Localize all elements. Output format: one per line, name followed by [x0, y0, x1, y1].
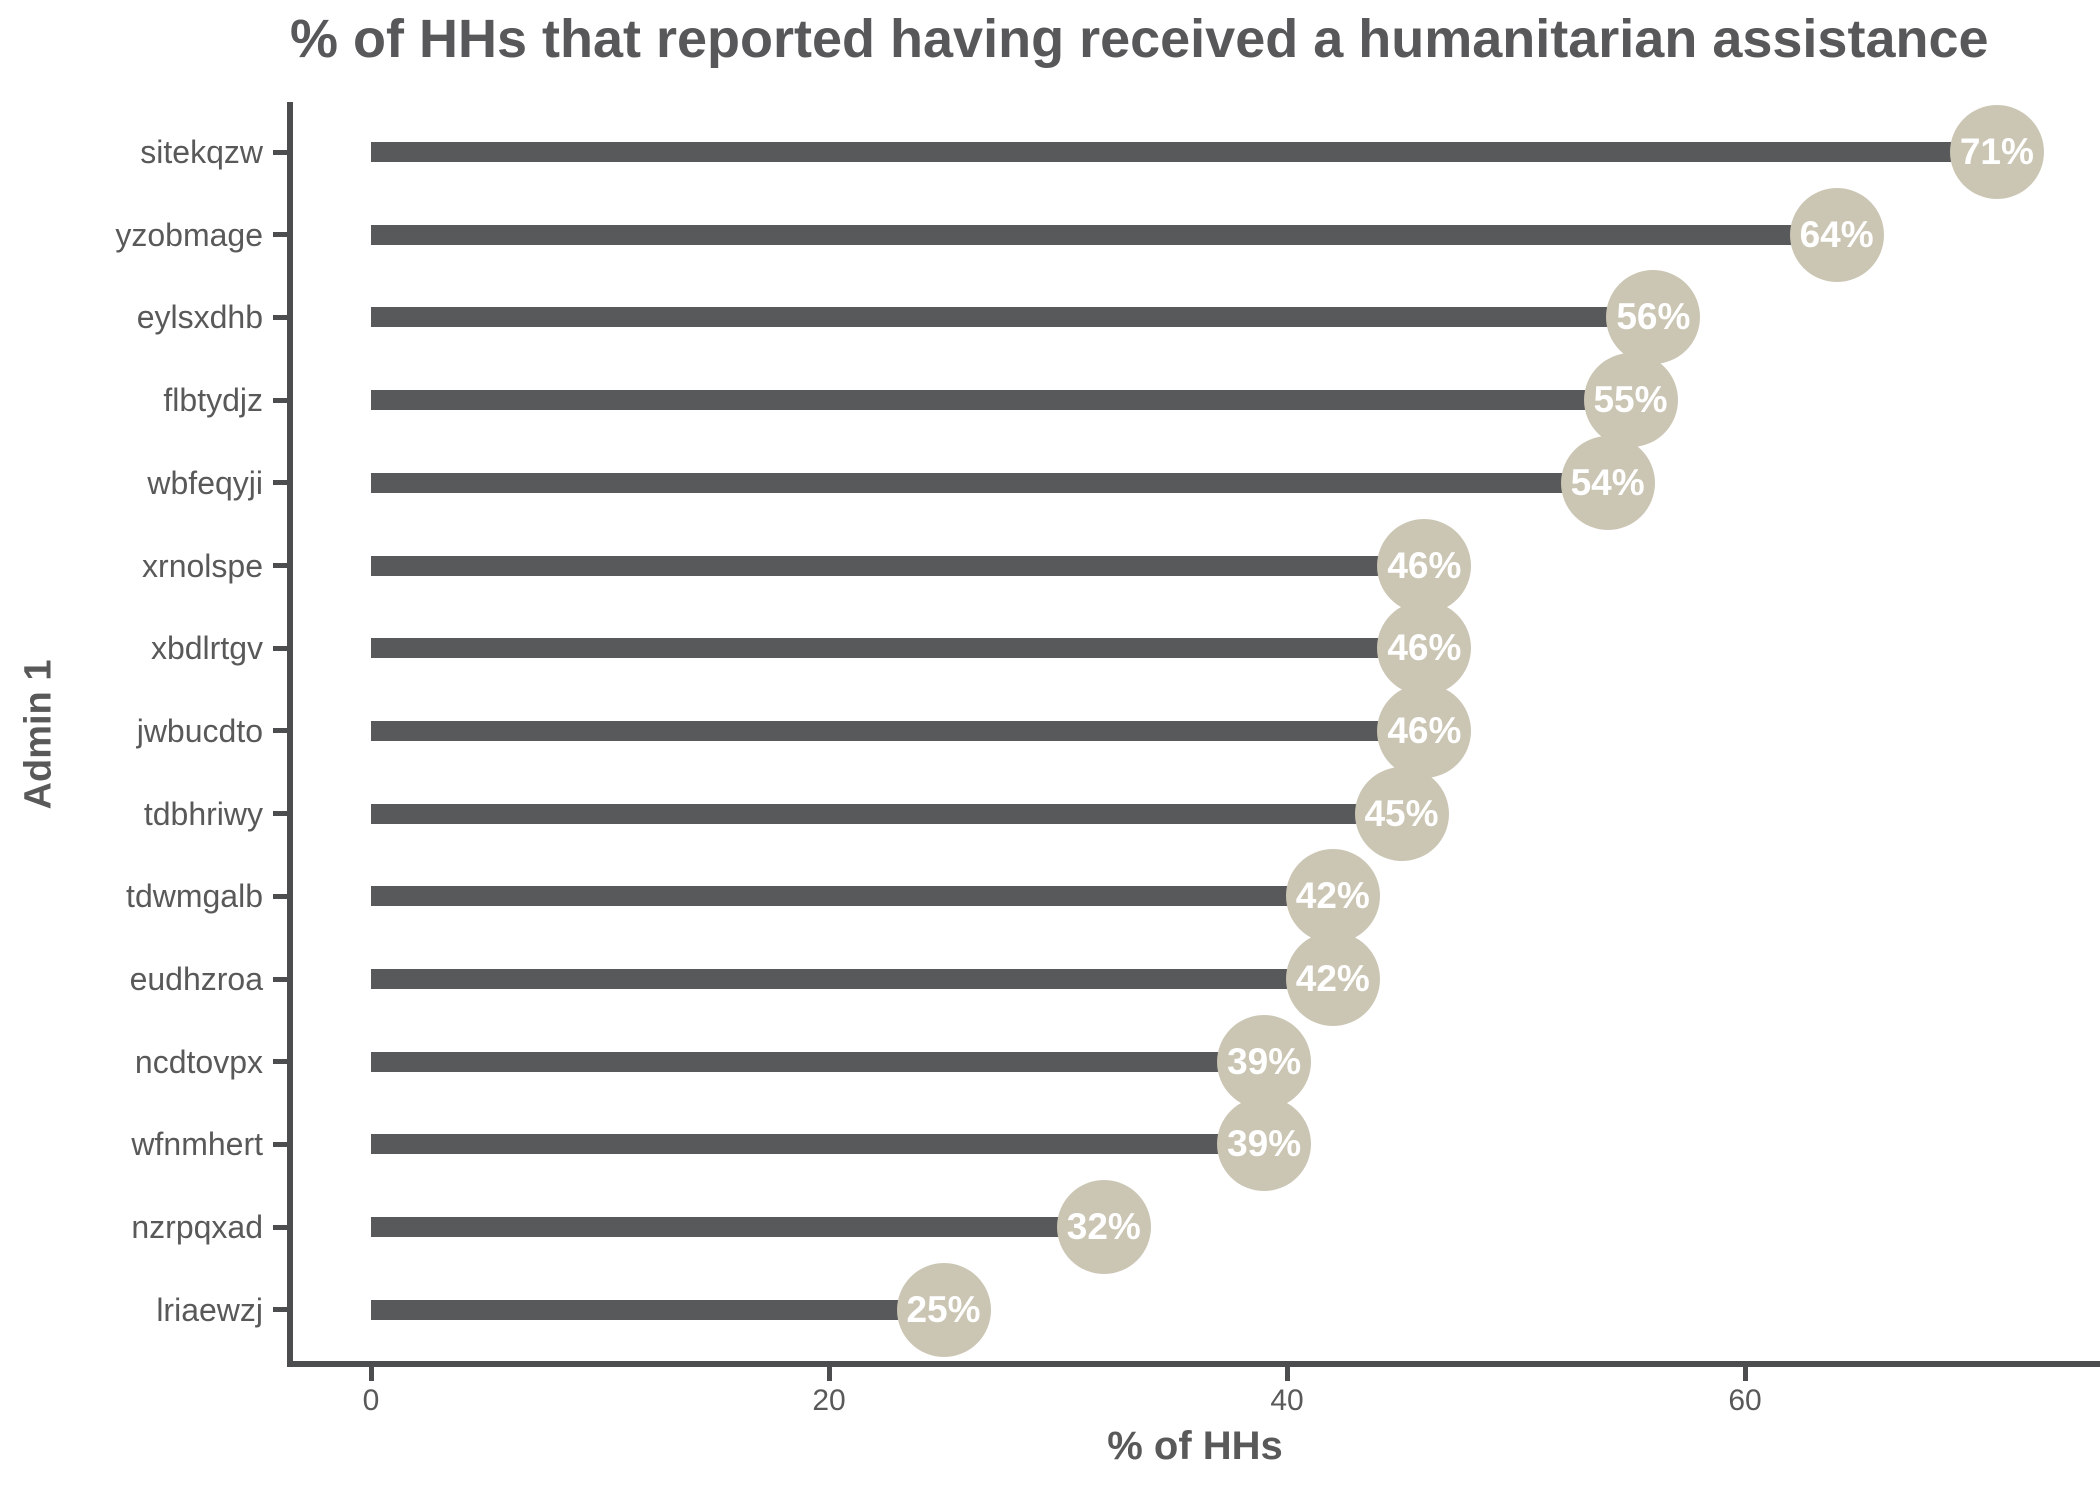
- y-axis-tick: [273, 397, 288, 403]
- bar: [371, 390, 1631, 411]
- x-axis-tick-label: 60: [1728, 1384, 1762, 1417]
- y-axis-label: yzobmage: [115, 216, 263, 253]
- x-axis-tick: [1742, 1367, 1748, 1381]
- bar: [371, 886, 1333, 907]
- x-axis-tick-label: 0: [362, 1384, 380, 1417]
- y-axis-label: xrnolspe: [142, 547, 263, 584]
- y-axis-label: eudhzroa: [129, 961, 263, 997]
- y-axis-label: tdwmgalb: [126, 878, 263, 915]
- x-axis-tick-label: 20: [812, 1384, 846, 1417]
- value-bubble: 64%: [1789, 187, 1884, 282]
- value-bubble: 46%: [1377, 683, 1472, 778]
- y-axis-tick: [273, 1141, 288, 1147]
- bar: [371, 307, 1654, 328]
- y-axis-tick: [273, 811, 288, 817]
- y-axis-tick: [273, 563, 288, 568]
- value-bubble: 45%: [1354, 766, 1449, 861]
- y-axis-label: nzrpqxad: [131, 1209, 263, 1246]
- y-axis-label: sitekqzw: [140, 134, 263, 170]
- value-bubble: 46%: [1377, 518, 1472, 613]
- bar: [371, 720, 1425, 741]
- bar: [371, 969, 1333, 989]
- x-axis-tick: [1284, 1367, 1290, 1381]
- x-axis-tick-label: 40: [1270, 1384, 1304, 1417]
- value-bubble: 56%: [1606, 270, 1701, 365]
- value-bubble: 71%: [1949, 105, 2044, 199]
- value-bubble: 46%: [1377, 601, 1472, 696]
- y-axis-tick: [273, 893, 288, 899]
- y-axis-label: wbfeqyji: [147, 464, 263, 501]
- bar: [371, 803, 1402, 824]
- value-bubble: 55%: [1583, 353, 1678, 448]
- y-axis-label: flbtydjz: [163, 382, 263, 419]
- y-axis-label: tdbhriwy: [143, 795, 263, 832]
- value-bubble: 42%: [1285, 932, 1380, 1026]
- y-axis-tick: [273, 976, 288, 982]
- x-axis-line: [287, 1361, 2100, 1367]
- value-bubble: 39%: [1217, 1014, 1312, 1109]
- bar: [371, 638, 1425, 659]
- y-axis-label: wfnmhert: [131, 1126, 263, 1163]
- x-axis-tick: [826, 1367, 832, 1381]
- value-bubble: 32%: [1056, 1180, 1151, 1275]
- y-axis-label: jwbucdto: [136, 712, 263, 749]
- bar: [371, 555, 1425, 576]
- y-axis-tick: [273, 728, 288, 734]
- y-axis-tick: [273, 645, 288, 651]
- y-axis-tick: [273, 1307, 288, 1313]
- x-axis-tick: [368, 1367, 374, 1381]
- y-axis-tick: [273, 149, 288, 155]
- y-axis-line: [287, 102, 293, 1367]
- x-axis-title: % of HHs: [1107, 1424, 1283, 1468]
- bar: [371, 1134, 1265, 1155]
- y-axis-label: ncdtovpx: [134, 1043, 263, 1080]
- y-axis-label: eylsxdhb: [136, 299, 263, 336]
- bar: [371, 1299, 944, 1320]
- y-axis-tick: [273, 232, 288, 238]
- value-bubble: 42%: [1285, 849, 1380, 944]
- value-bubble: 39%: [1217, 1097, 1312, 1192]
- value-bubble: 54%: [1560, 435, 1655, 530]
- bar: [371, 1217, 1104, 1238]
- bar: [371, 472, 1608, 493]
- y-axis-tick: [273, 1059, 288, 1065]
- bar: [371, 1051, 1265, 1072]
- y-axis-label: xbdlrtgv: [150, 630, 263, 667]
- value-bubble: 25%: [896, 1262, 991, 1357]
- bar: [371, 224, 1837, 245]
- y-axis-tick: [273, 480, 288, 486]
- y-axis-tick: [273, 1224, 288, 1230]
- y-axis-tick: [273, 314, 288, 320]
- chart-title: % of HHs that reported having received a…: [290, 9, 1989, 69]
- y-axis-label: lriaewzj: [156, 1291, 263, 1328]
- bar: [371, 142, 1997, 162]
